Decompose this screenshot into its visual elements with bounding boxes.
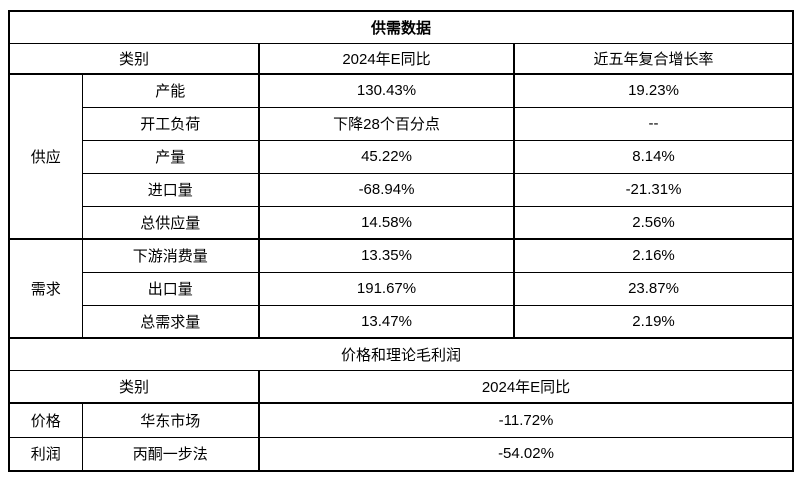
cell-operating-load-label: 开工负荷 (81, 106, 260, 141)
table-row-price: 价格 华东市场 -11.72% (8, 402, 794, 438)
cell-output-cagr: 8.14% (513, 139, 794, 174)
table-row-total-demand: 总需求量 13.47% 2.19% (9, 304, 794, 339)
cell-imports-yoy: -68.94% (258, 172, 515, 207)
header-category: 类别 (8, 42, 260, 75)
cell-capacity-cagr: 19.23% (513, 73, 794, 108)
cell-imports-cagr: -21.31% (513, 172, 794, 207)
cell-downstream-consumption-yoy: 13.35% (258, 238, 515, 273)
table-row-output: 产量 45.22% 8.14% (9, 139, 794, 174)
cell-downstream-consumption-cagr: 2.16% (513, 238, 794, 273)
cell-capacity-yoy: 130.43% (258, 73, 515, 108)
group-label-supply: 供应 (8, 73, 83, 240)
cell-total-demand-cagr: 2.19% (513, 304, 794, 339)
cell-exports-cagr: 23.87% (513, 271, 794, 306)
table-title: 供需数据 (8, 10, 794, 44)
table-row-operating-load: 开工负荷 下降28个百分点 -- (9, 106, 794, 141)
cell-operating-load-cagr: -- (513, 106, 794, 141)
table-row-exports: 出口量 191.67% 23.87% (9, 271, 794, 306)
table-row-total-supply: 总供应量 14.58% 2.56% (9, 205, 794, 240)
header-cagr-5y: 近五年复合增长率 (513, 42, 794, 75)
price-profit-title: 价格和理论毛利润 (8, 337, 794, 371)
cell-total-demand-yoy: 13.47% (258, 304, 515, 339)
cell-east-china-market-yoy: -11.72% (258, 402, 794, 438)
cell-east-china-market-label: 华东市场 (81, 402, 260, 438)
cell-output-label: 产量 (81, 139, 260, 174)
table-row-capacity: 供应 产能 130.43% 19.23% (8, 73, 794, 240)
table-row-downstream-consumption: 需求 下游消费量 13.35% 2.16% (8, 238, 794, 339)
supply-demand-table: 供需数据 类别 2024年E同比 近五年复合增长率 供应 产能 130.43% … (8, 10, 795, 472)
price-profit-header-row: 类别 2024年E同比 (8, 369, 794, 404)
cell-operating-load-yoy: 下降28个百分点 (258, 106, 515, 141)
cell-capacity-label: 产能 (81, 73, 260, 108)
cell-acetone-one-step-label: 丙酮一步法 (81, 436, 260, 472)
cell-output-yoy: 45.22% (258, 139, 515, 174)
cell-total-supply-cagr: 2.56% (513, 205, 794, 240)
cell-total-supply-label: 总供应量 (81, 205, 260, 240)
table-row-imports: 进口量 -68.94% -21.31% (9, 172, 794, 207)
cell-acetone-one-step-yoy: -54.02% (258, 436, 794, 472)
table-row-profit: 利润 丙酮一步法 -54.02% (8, 436, 794, 472)
header-yoy-2024: 2024年E同比 (258, 42, 515, 75)
group-label-profit: 利润 (8, 436, 83, 472)
cell-exports-yoy: 191.67% (258, 271, 515, 306)
cell-exports-label: 出口量 (81, 271, 260, 306)
cell-downstream-consumption-label: 下游消费量 (81, 238, 260, 273)
group-label-price: 价格 (8, 402, 83, 438)
group-label-demand: 需求 (8, 238, 83, 339)
cell-imports-label: 进口量 (81, 172, 260, 207)
price-profit-header-category: 类别 (8, 369, 260, 404)
cell-total-supply-yoy: 14.58% (258, 205, 515, 240)
cell-total-demand-label: 总需求量 (81, 304, 260, 339)
table-header-row: 类别 2024年E同比 近五年复合增长率 (8, 42, 794, 75)
price-profit-title-row: 价格和理论毛利润 (8, 337, 794, 371)
table-title-row: 供需数据 (8, 10, 794, 44)
price-profit-header-yoy-2024: 2024年E同比 (258, 369, 794, 404)
